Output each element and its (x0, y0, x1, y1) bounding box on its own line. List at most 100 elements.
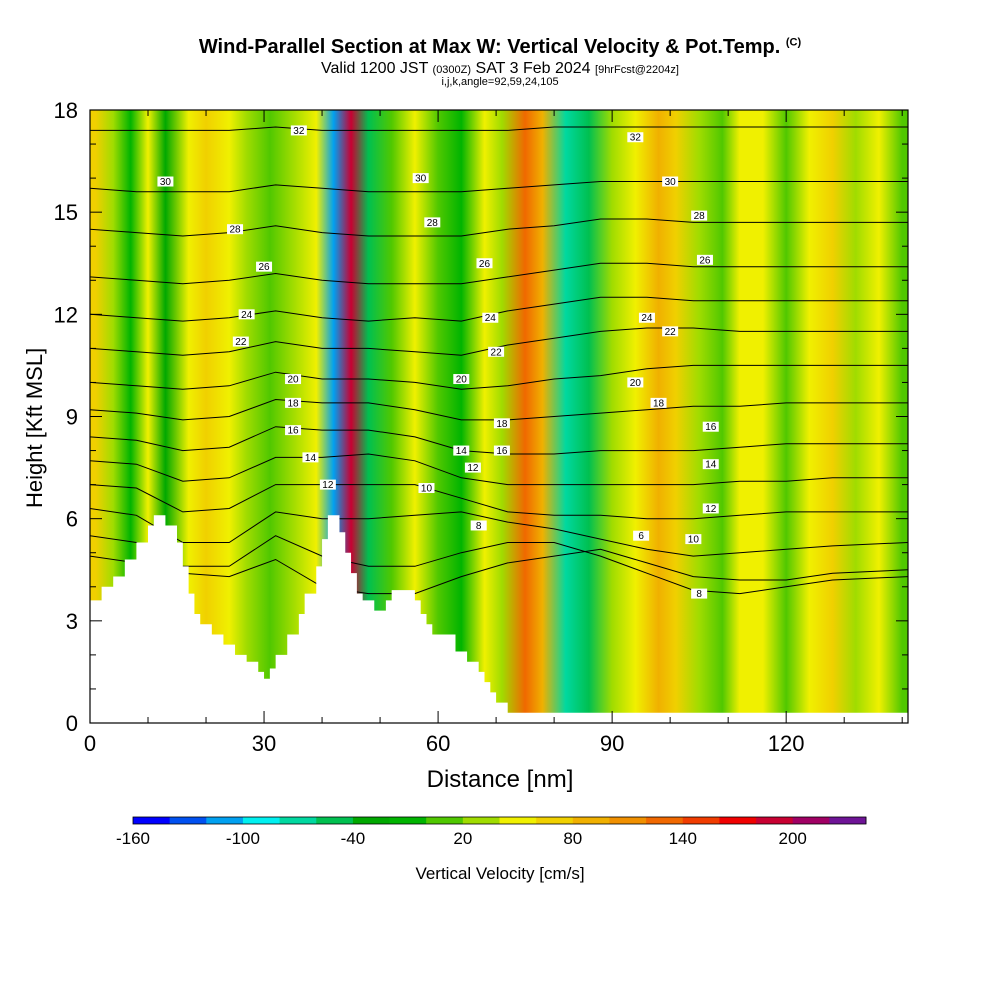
isentrope-18 (90, 398, 908, 421)
contour-label: 20 (285, 374, 302, 386)
contour-label-text: 20 (287, 375, 299, 386)
contour-label-bg (424, 217, 441, 228)
contour-label-text: 22 (491, 347, 503, 358)
contour-label-text: 20 (456, 375, 468, 386)
contour-label-text: 30 (415, 174, 427, 185)
subtitle-forecast: [9hrFcst@2204z] (595, 64, 679, 76)
contour-label-text: 32 (293, 126, 305, 137)
contour-label: 8 (691, 588, 708, 600)
contour-label: 26 (476, 258, 493, 270)
x-axis-label: Distance [nm] (426, 766, 574, 793)
contour-label-text: 22 (665, 327, 677, 338)
isentrope-14 (90, 453, 908, 486)
contour-label-bg (685, 534, 702, 545)
contour-label-text: 8 (696, 589, 702, 600)
contour-label-bg (453, 374, 470, 385)
isentrope-22 (90, 327, 908, 356)
contour-label-text: 24 (241, 310, 253, 321)
chart-subtitle: Valid 1200 JST (0300Z) SAT 3 Feb 2024 [9… (0, 60, 1000, 78)
contour-label: 14 (702, 459, 719, 471)
colorbar-swatch (279, 817, 317, 824)
contour-label-bg (493, 418, 510, 429)
contour-label-bg (662, 176, 679, 187)
contour-label-text: 12 (322, 480, 334, 491)
colorbar-tick-label: 200 (779, 829, 807, 848)
contour-label-text: 24 (485, 313, 497, 324)
contour-label: 20 (627, 377, 644, 389)
contour-label: 26 (696, 254, 713, 266)
contour-label-text: 28 (694, 211, 706, 222)
isentrope-28 (90, 218, 908, 237)
chart-title: Wind-Parallel Section at Max W: Vertical… (0, 36, 1000, 59)
contour-label-text: 18 (287, 398, 299, 409)
contour-label-bg (302, 452, 319, 463)
contour-label-bg (691, 210, 708, 221)
contour-label: 10 (685, 534, 702, 546)
contour-label-bg (691, 588, 708, 599)
contour-label-bg (285, 397, 302, 408)
contour-label-bg (285, 425, 302, 436)
contour-label: 26 (256, 261, 273, 273)
colorbar-swatch (682, 817, 720, 824)
contour-label-text: 30 (665, 177, 677, 188)
contour-label-text: 28 (427, 218, 439, 229)
contour-label-text: 18 (653, 398, 665, 409)
contour-label: 22 (662, 326, 679, 338)
contour-label-bg (464, 462, 481, 473)
contour-label-bg (702, 459, 719, 470)
contour-label-text: 8 (476, 521, 482, 532)
colorbar-swatch (206, 817, 244, 824)
contour-label: 28 (227, 224, 244, 236)
contour-label: 12 (319, 479, 336, 491)
contour-label: 24 (482, 312, 499, 324)
colorbar-tick-label: -40 (341, 829, 366, 848)
contour-label: 30 (662, 176, 679, 188)
contour-label-bg (476, 258, 493, 269)
colorbar-swatch (792, 817, 830, 824)
contour-label-text: 32 (630, 133, 642, 144)
colorbar-swatch (572, 817, 610, 824)
contour-label-text: 18 (496, 419, 508, 430)
contour-label-text: 16 (496, 446, 508, 457)
isentrope-10 (90, 508, 908, 557)
contour-label: 24 (238, 309, 255, 321)
contour-label-bg (638, 312, 655, 323)
y-tick-label: 12 (54, 302, 78, 327)
colorbar-swatch (169, 817, 207, 824)
contour-label-text: 12 (705, 504, 717, 515)
colorbar-swatch (352, 817, 391, 824)
grid-params: i,j,k,angle=92,59,24,105 (441, 76, 559, 88)
y-tick-label: 3 (66, 609, 78, 634)
contour-label-bg (493, 445, 510, 456)
contour-label-text: 10 (421, 484, 433, 495)
contour-label: 12 (702, 503, 719, 515)
contour-label-bg (418, 483, 435, 494)
contour-label-text: 12 (467, 463, 479, 474)
contour-label-bg (633, 530, 650, 541)
contour-label-bg (627, 132, 644, 143)
colorbar-tick-label: 140 (669, 829, 697, 848)
isentrope-30 (90, 181, 908, 193)
isentrope-12 (90, 484, 908, 520)
contour-label-bg (256, 261, 273, 272)
colorbar-swatch (756, 817, 794, 824)
contour-label-bg (453, 445, 470, 456)
contour-label: 16 (702, 421, 719, 433)
y-tick-label: 6 (66, 507, 78, 532)
colorbar-swatch (829, 817, 867, 824)
colorbar-label: Vertical Velocity [cm/s] (415, 864, 585, 883)
colorbar-swatch (646, 817, 684, 824)
colorbar-swatch (609, 817, 647, 824)
x-tick-label: 60 (426, 731, 450, 756)
contour-label-bg (470, 520, 487, 531)
contour-label: 22 (488, 346, 505, 358)
contour-label: 16 (285, 425, 302, 437)
contour-label-bg (238, 309, 255, 320)
contour-label-bg (482, 312, 499, 323)
isentrope-26 (90, 262, 908, 285)
isentrope-16 (90, 426, 908, 455)
colorbar-tick-label: 80 (563, 829, 582, 848)
subtitle-utc: (0300Z) (432, 64, 472, 76)
contour-label: 14 (453, 445, 470, 457)
